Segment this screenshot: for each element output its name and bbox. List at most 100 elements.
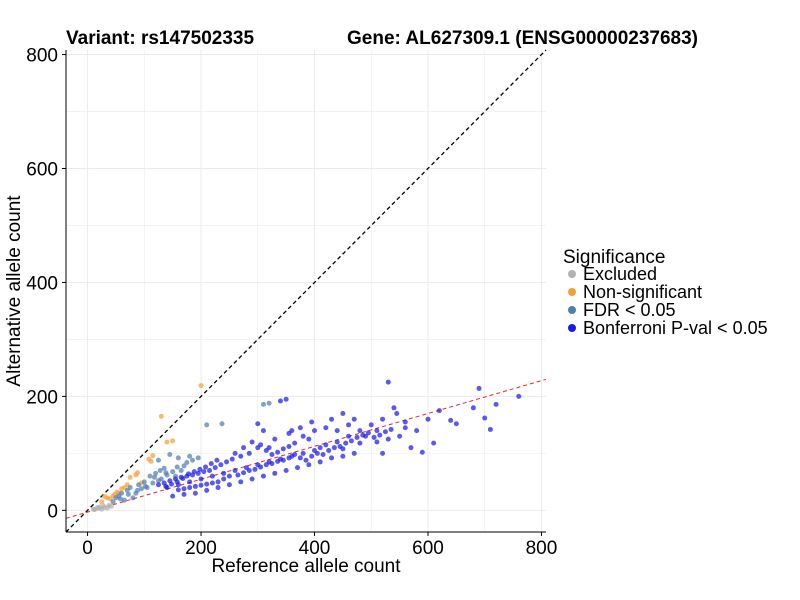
data-point [218, 462, 224, 468]
data-point [238, 453, 244, 459]
data-point [195, 470, 201, 476]
data-point [448, 417, 454, 423]
data-point [192, 490, 198, 496]
data-point [181, 491, 187, 497]
data-point [323, 425, 329, 431]
data-point [164, 439, 170, 445]
data-point [153, 470, 159, 476]
y-tick-label: 400 [26, 273, 58, 294]
data-point [102, 494, 108, 500]
data-point [482, 415, 488, 421]
data-point [197, 466, 203, 472]
data-point [263, 448, 269, 454]
data-point [158, 413, 164, 419]
data-point [198, 383, 204, 389]
data-point [224, 459, 230, 465]
data-point [374, 439, 380, 445]
data-point [207, 467, 213, 473]
data-point [380, 450, 386, 456]
data-point [170, 469, 176, 475]
data-point [431, 440, 437, 446]
data-point [297, 425, 303, 431]
data-point [187, 453, 193, 459]
data-point [180, 475, 186, 481]
x-tick-label: 600 [412, 538, 444, 559]
data-point [385, 436, 391, 442]
data-point [150, 453, 156, 459]
data-point [229, 456, 235, 462]
data-point [155, 482, 161, 488]
data-point [323, 442, 329, 448]
data-point [163, 470, 169, 476]
data-point [300, 450, 306, 456]
data-point [191, 469, 197, 475]
data-point [209, 480, 215, 486]
data-point [192, 483, 198, 489]
data-point [170, 493, 176, 499]
data-point [138, 486, 144, 492]
legend-label: Bonferroni P-val < 0.05 [583, 318, 768, 338]
data-point [394, 410, 400, 416]
data-point [309, 419, 315, 425]
data-point [297, 455, 303, 461]
data-point [130, 495, 136, 501]
data-point [326, 448, 332, 454]
data-point [252, 466, 258, 472]
data-point [357, 440, 363, 446]
data-point [170, 438, 176, 444]
x-tick-label: 0 [82, 538, 93, 559]
data-point [371, 434, 377, 440]
data-point [215, 485, 221, 491]
data-point [181, 463, 187, 469]
data-point [136, 482, 142, 488]
data-point [283, 396, 289, 402]
data-point [470, 405, 476, 411]
data-point [204, 481, 210, 487]
data-point [263, 462, 269, 468]
fit-line [65, 378, 547, 519]
data-point [303, 457, 309, 463]
data-point [201, 469, 207, 475]
data-point [351, 416, 357, 422]
data-point [329, 455, 335, 461]
data-point [292, 440, 298, 446]
data-point [249, 476, 255, 482]
data-point [346, 433, 352, 439]
x-tick-label: 200 [185, 538, 217, 559]
data-point [147, 473, 153, 479]
data-point [260, 473, 266, 479]
data-point [275, 449, 281, 455]
data-point [209, 473, 215, 479]
grid-lines [66, 50, 546, 532]
data-point [360, 432, 366, 438]
data-point [260, 428, 266, 434]
data-point [203, 464, 209, 470]
legend: Significance ExcludedNon-significantFDR … [563, 247, 768, 338]
data-point [246, 450, 252, 456]
gene-title: Gene: AL627309.1 (ENSG00000237683) [347, 28, 698, 49]
data-point [320, 452, 326, 458]
data-points [90, 379, 522, 513]
data-point [300, 433, 306, 439]
data-point [255, 421, 261, 427]
data-point [181, 486, 187, 492]
data-point [294, 465, 300, 471]
data-point [377, 432, 383, 438]
variant-title: Variant: rs147502335 [66, 28, 254, 49]
data-point [269, 461, 275, 467]
data-point [286, 455, 292, 461]
data-point [453, 421, 459, 427]
y-tick-label: 200 [26, 387, 58, 408]
y-tick-label: 0 [47, 501, 58, 522]
data-point [226, 473, 232, 479]
legend-label: Excluded [583, 264, 657, 284]
data-point [208, 461, 214, 467]
data-point [425, 416, 431, 422]
data-point [241, 470, 247, 476]
data-point [337, 444, 343, 450]
data-point [314, 450, 320, 456]
data-point [334, 428, 340, 434]
data-point [148, 458, 154, 464]
data-point [175, 487, 181, 493]
